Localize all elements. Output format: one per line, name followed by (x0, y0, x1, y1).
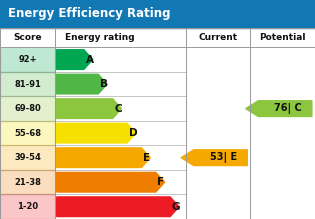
Text: 81-91: 81-91 (14, 79, 41, 89)
Bar (0, 96, 55, 121)
Text: Energy Efficiency Rating: Energy Efficiency Rating (8, 7, 170, 20)
Text: 39-54: 39-54 (14, 153, 41, 162)
Polygon shape (57, 123, 136, 143)
Polygon shape (57, 99, 122, 118)
Bar (0, 28, 315, 219)
Polygon shape (57, 50, 93, 69)
Text: Energy rating: Energy rating (65, 33, 134, 42)
Text: B: B (100, 79, 108, 89)
Text: 1-20: 1-20 (17, 202, 38, 211)
Text: 69-80: 69-80 (14, 104, 41, 113)
Bar (0, 145, 55, 170)
Text: Score: Score (13, 33, 42, 42)
Bar (0, 47, 55, 72)
Text: E: E (143, 153, 150, 163)
Polygon shape (57, 148, 150, 168)
Bar (0, 28, 315, 47)
Bar (0, 0, 315, 28)
Text: 55-68: 55-68 (14, 129, 41, 138)
Text: Current: Current (198, 33, 238, 42)
Bar (0, 194, 55, 219)
Text: F: F (158, 177, 164, 187)
Text: D: D (129, 128, 137, 138)
Text: C: C (114, 104, 122, 114)
Polygon shape (57, 197, 179, 217)
Polygon shape (181, 150, 247, 166)
Polygon shape (246, 101, 312, 117)
Bar (0, 121, 55, 145)
Text: 76| C: 76| C (274, 103, 302, 114)
Bar (0, 72, 55, 96)
Bar (0, 170, 55, 194)
Text: A: A (85, 55, 94, 65)
Text: G: G (172, 202, 180, 212)
Polygon shape (57, 74, 107, 94)
Text: 53| E: 53| E (210, 152, 237, 163)
Polygon shape (57, 172, 165, 192)
Text: 92+: 92+ (18, 55, 37, 64)
Text: Potential: Potential (260, 33, 306, 42)
Text: 21-38: 21-38 (14, 178, 41, 187)
